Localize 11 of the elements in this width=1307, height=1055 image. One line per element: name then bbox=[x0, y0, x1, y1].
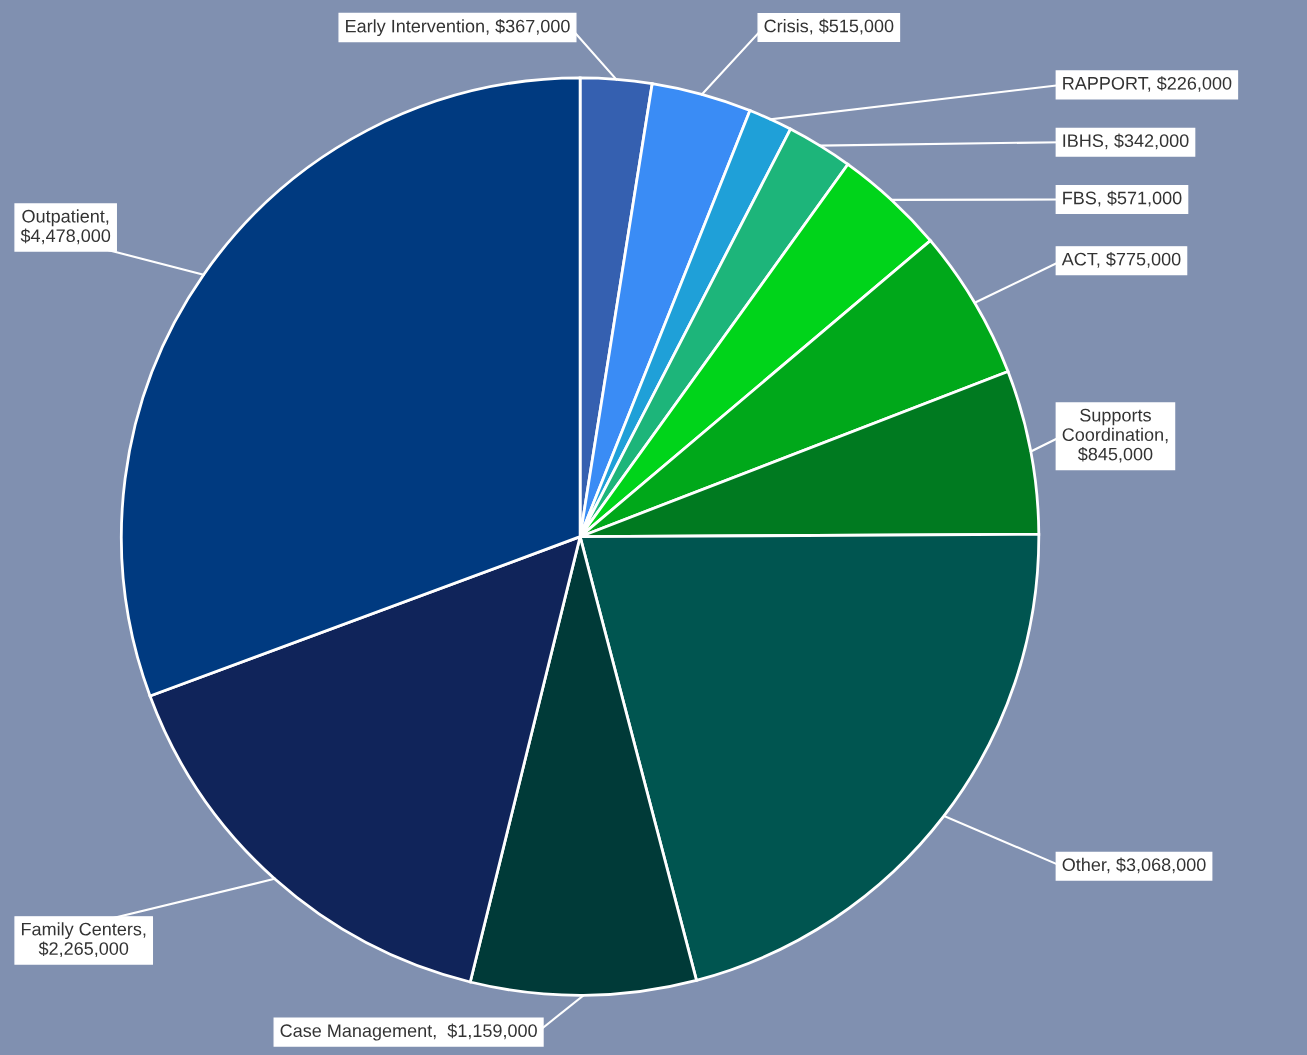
slice-label: Case Management, $1,159,000 bbox=[280, 1023, 537, 1041]
slice-label: Crisis, $515,000 bbox=[764, 18, 894, 35]
slice-label: Other, $3,068,000 bbox=[1062, 857, 1206, 874]
slice-label: ACT, $775,000 bbox=[1061, 251, 1181, 268]
slice-label: IBHS, $342,000 bbox=[1063, 133, 1189, 150]
slice-label: Supports Coordination, $845,000 bbox=[1062, 408, 1168, 463]
slice-label: Family Centers, $2,265,000 bbox=[21, 922, 146, 958]
slice-label: Outpatient, $4,478,000 bbox=[20, 209, 111, 245]
slice-label: FBS, $571,000 bbox=[1063, 190, 1182, 207]
slice-label: RAPPORT, $226,000 bbox=[1063, 76, 1232, 92]
slice-label: Early Intervention, $367,000 bbox=[346, 18, 570, 37]
